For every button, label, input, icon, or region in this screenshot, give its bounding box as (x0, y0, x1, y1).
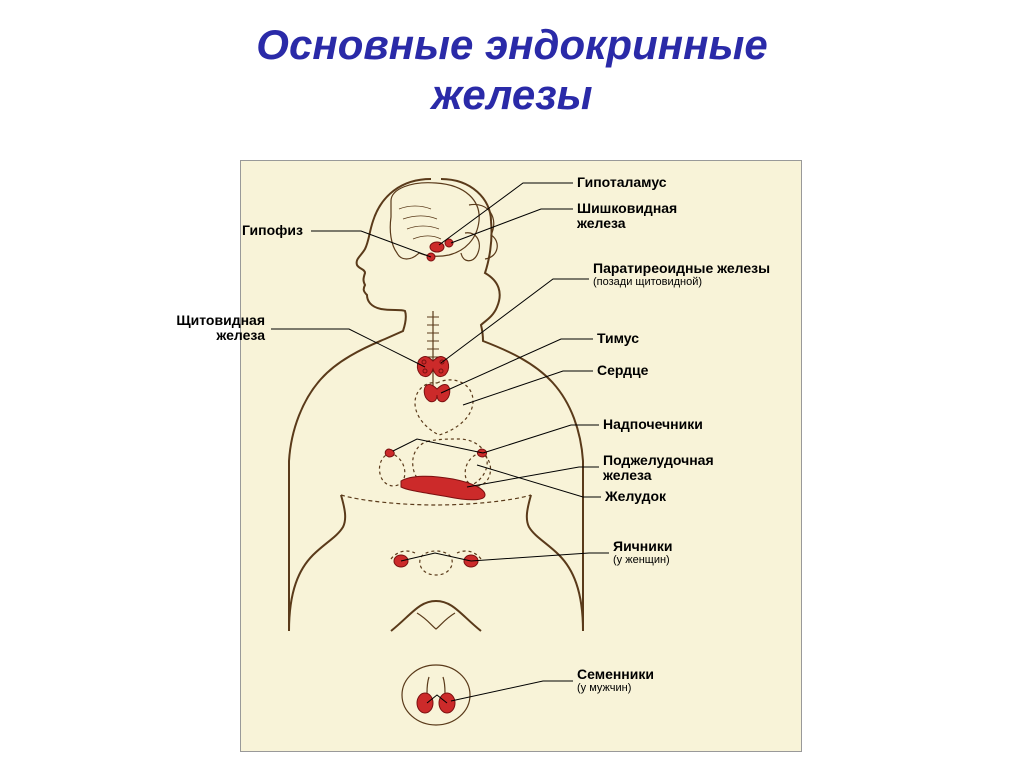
label-pituitary: Гипофиз (242, 223, 303, 238)
organ-thymus (424, 384, 450, 401)
page-title: Основные эндокринные железы (0, 0, 1024, 121)
label-testes: Семенники (у мужчин) (577, 667, 654, 694)
organ-adrenal-l (385, 449, 394, 457)
label-thymus: Тимус (597, 331, 639, 346)
organ-hypothalamus (430, 242, 444, 252)
testes-inset (402, 665, 470, 725)
label-ovaries: Яичники (у женщин) (613, 539, 672, 566)
label-pancreas: Поджелудочнаяжелеза (603, 453, 714, 484)
label-pineal: Шишковиднаяжелеза (577, 201, 677, 232)
label-heart: Сердце (597, 363, 648, 378)
label-adrenals: Надпочечники (603, 417, 703, 432)
diagram-svg (241, 161, 801, 751)
label-parathyroid: Паратиреоидные железы (позади щитовидной… (593, 261, 770, 288)
endocrine-diagram: Гипофиз Щитовиднаяжелеза Гипоталамус Шиш… (240, 160, 802, 752)
organ-pancreas (401, 476, 485, 500)
label-stomach: Желудок (605, 489, 666, 504)
label-thyroid: Щитовиднаяжелеза (176, 313, 265, 344)
title-line2: железы (431, 71, 592, 118)
title-line1: Основные эндокринные (256, 21, 767, 68)
label-hypothalamus: Гипоталамус (577, 175, 667, 190)
organs (385, 239, 486, 567)
